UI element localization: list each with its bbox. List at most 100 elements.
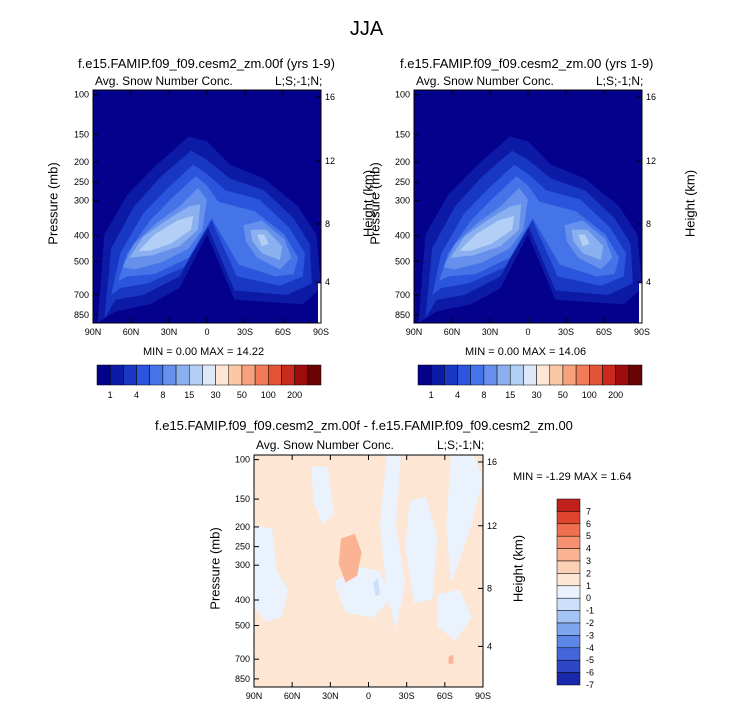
- panel-2-colorbar-box: [509, 364, 524, 386]
- diff-negative-4: [405, 496, 438, 604]
- panel-3-colorbar-box: [556, 622, 581, 636]
- diff-positive-0: [338, 533, 362, 583]
- panel-2-ytick-label: 150: [395, 129, 410, 139]
- panel-1-ytick-label: 200: [74, 157, 89, 167]
- panel-3-colorbar-box: [556, 498, 581, 512]
- panel-3-colorbar-label: 1: [586, 581, 591, 591]
- panel-3-colorbar-box: [556, 647, 581, 661]
- panel-2-ytick-label: 100: [395, 90, 410, 100]
- panel-2-ytick-label: 250: [395, 177, 410, 187]
- panel-3-xtick-label: 90S: [475, 691, 491, 701]
- panel-3-colorbar-label: -5: [586, 655, 594, 665]
- panel-1-ytick-label: 300: [74, 196, 89, 206]
- panel-3-colorbar-label: -2: [586, 618, 594, 628]
- panel-3-ytick-label: 300: [235, 560, 250, 570]
- panel-3-colorbar-box: [556, 523, 581, 537]
- panel-1-xtick-label: 60N: [123, 327, 140, 337]
- panel-3-colorbar-label: 5: [586, 531, 591, 541]
- panel-2-xtick-label: 60S: [596, 327, 612, 337]
- panel-1-colorbar-label: 4: [134, 390, 139, 400]
- panel-1-colorbar-label: 100: [261, 390, 276, 400]
- panel-2-colorbar-box: [536, 364, 551, 386]
- panel-2-ytick-label: 300: [395, 196, 410, 206]
- field-contour-8: [138, 215, 194, 251]
- panel-1-xtick-label: 30N: [161, 327, 178, 337]
- panel-2-colorbar-box: [444, 364, 458, 386]
- panel-1-ytick-right-label: 4: [325, 277, 330, 287]
- panel-3-colorbar-box: [556, 659, 581, 673]
- panel-3-colorbar-box: [556, 635, 581, 649]
- panel-3-xtick-label: 0: [366, 691, 371, 701]
- missing-data-strip: [318, 283, 321, 323]
- panel-3-ytick-label: 100: [235, 455, 250, 465]
- panel-3-xtick-label: 60N: [284, 691, 301, 701]
- panel-1-colorbar-label: 8: [160, 390, 165, 400]
- panel-2-colorbar-box: [430, 364, 445, 386]
- diff-negative-5: [446, 455, 483, 583]
- field-contour-8: [459, 215, 515, 251]
- panel-2-ytick-right-label: 16: [646, 92, 656, 102]
- panel-2-title: f.e15.FAMIP.f09_f09.cesm2_zm.00 (yrs 1-9…: [400, 56, 654, 71]
- panel-2-colorbar-box: [549, 364, 564, 386]
- panel-1-ytick-label: 700: [74, 290, 89, 300]
- panel-3-ytick-right-label: 12: [487, 521, 497, 531]
- panel-2-ytick-label: 500: [395, 256, 410, 266]
- panel-1-colorbar-label: 30: [211, 390, 221, 400]
- panel-3-colorbar-box: [556, 548, 581, 562]
- panel-1-variable-label: Avg. Snow Number Conc.: [95, 74, 233, 88]
- panel-1-ytick-label: 100: [74, 90, 89, 100]
- panel-2-ytick-label: 400: [395, 231, 410, 241]
- panel-2-colorbar-label: 8: [481, 390, 486, 400]
- panel-1-stats: MIN = 0.00 MAX = 14.22: [143, 346, 265, 358]
- panel-1-colorbar-box: [254, 364, 269, 386]
- panel-2-xtick-label: 0: [525, 327, 530, 337]
- panel-1-colorbar-box: [228, 364, 243, 386]
- panel-2-colorbar-label: 50: [558, 390, 568, 400]
- panel-2-colorbar-box: [496, 364, 511, 386]
- panel-3-ytick-right-label: 8: [487, 583, 492, 593]
- panel-3-colorbar-box: [556, 560, 581, 574]
- panel-2-colorbar-box: [470, 364, 485, 386]
- panel-2-units-label: L;S;-1;N;: [596, 74, 644, 88]
- panel-3-field: [254, 455, 483, 687]
- panel-3-colorbar-label: 6: [586, 519, 591, 529]
- panel-2-xtick-label: 60N: [444, 327, 461, 337]
- panel-3-colorbar-label: -6: [586, 668, 594, 678]
- panel-3-ytick-label: 850: [235, 674, 250, 684]
- panel-1-colorbar-box: [136, 364, 150, 386]
- panel-3-variable-label: Avg. Snow Number Conc.: [256, 438, 394, 452]
- panel-2-colorbar-box: [417, 364, 432, 386]
- panel-1-colorbar-box: [268, 364, 282, 386]
- panel-1-ytick-right-label: 8: [325, 219, 330, 229]
- panel-1-colorbar-box: [109, 364, 124, 386]
- panel-1-colorbar-box: [215, 364, 230, 386]
- missing-data-strip: [639, 283, 642, 323]
- panel-2-colorbar-box: [523, 364, 537, 386]
- panel-2-ytick-right-label: 8: [646, 219, 651, 229]
- panel-3-colorbar-box: [556, 573, 581, 587]
- diff-negative-6: [437, 589, 472, 641]
- panel-2-colorbar-label: 1: [429, 390, 434, 400]
- panel-3-xtick-label: 60S: [437, 691, 453, 701]
- panel-2-colorbar-box: [457, 364, 471, 386]
- panel-3-colorbar-label: 7: [586, 506, 591, 516]
- field-contour-9: [257, 234, 269, 247]
- panel-2-stats: MIN = 0.00 MAX = 14.06: [465, 346, 587, 358]
- panel-1-colorbar-box: [175, 364, 190, 386]
- panel-3-colorbar-box: [556, 535, 581, 549]
- panel-3-colorbar-label: -7: [586, 680, 594, 690]
- panel-3-title: f.e15.FAMIP.f09_f09.cesm2_zm.00f - f.e15…: [155, 418, 573, 433]
- panel-3-ytick-right-label: 16: [487, 457, 497, 467]
- panel-1-units-label: L;S;-1;N;: [275, 74, 323, 88]
- panel-1-ytick-label: 150: [74, 129, 89, 139]
- panel-1-colorbar-box: [294, 364, 309, 386]
- panel-2-ytick-label: 850: [395, 310, 410, 320]
- panel-3-colorbar-label: 2: [586, 568, 591, 578]
- panel-1-title: f.e15.FAMIP.f09_f09.cesm2_zm.00f (yrs 1-…: [78, 56, 335, 71]
- panel-2-xtick-label: 30S: [558, 327, 574, 337]
- panel-3-ytick-label: 400: [235, 595, 250, 605]
- panel-1-xtick-label: 30S: [237, 327, 253, 337]
- diff-positive-1: [448, 654, 454, 664]
- panel-1-colorbar-box: [96, 364, 111, 386]
